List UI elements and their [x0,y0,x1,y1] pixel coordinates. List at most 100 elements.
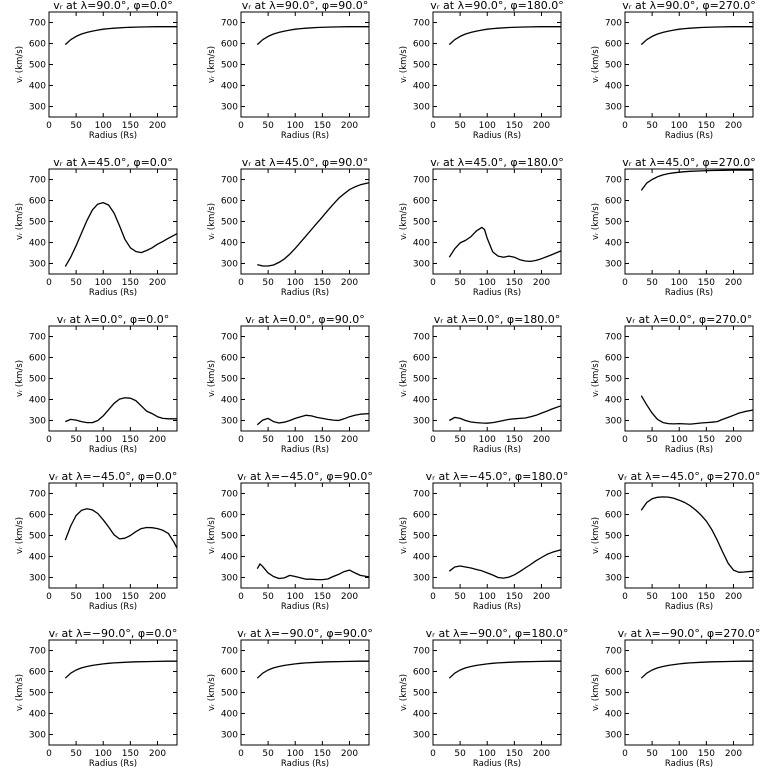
y-axis-label: vᵣ (km/s) [15,517,25,554]
x-tick-label: 100 [479,749,496,759]
panel-1: vᵣ at λ=90.0°, φ=0.0° 0 50 100 150 200 300 400 5… [15,0,178,141]
y-axis-label: vᵣ (km/s) [399,46,409,83]
x-tick-label: 100 [95,435,112,445]
x-tick-label: 0 [238,592,244,602]
series-line [448,26,561,46]
y-tick-label: 400 [29,710,46,720]
x-tick-label: 0 [46,278,52,288]
y-tick-label: 500 [221,61,238,71]
y-tick-label: 300 [221,103,238,113]
x-tick-label: 200 [149,278,166,288]
y-tick-label: 700 [221,490,238,500]
y-tick-label: 600 [413,197,430,207]
plot-frame [48,482,178,589]
x-tick-label: 50 [454,121,466,131]
y-axis-label: vᵣ (km/s) [399,203,409,240]
y-tick-label: 600 [413,511,430,521]
x-tick-label: 150 [314,278,331,288]
y-axis-label: vᵣ (km/s) [207,517,217,554]
panel-12: vᵣ at λ=0.0°, φ=270.0° 0 50 100 150 200 300 400… [591,313,754,455]
panel-15: vᵣ at λ=−45.0°, φ=180.0° 0 50 100 150 200 300 4… [399,470,568,612]
x-axis-label: Radius (Rs) [89,759,137,768]
y-tick-label: 500 [29,218,46,228]
plot-frame [624,639,754,746]
x-tick-label: 100 [479,278,496,288]
x-tick-label: 150 [314,592,331,602]
plot-frame [240,168,370,275]
panel-8: vᵣ at λ=45.0°, φ=270.0° 0 50 100 150 200 300 40… [591,156,756,298]
y-tick-label: 300 [221,574,238,584]
y-tick-label: 600 [221,197,238,207]
panel-title: vᵣ at λ=45.0°, φ=0.0° [53,156,173,169]
x-tick-label: 50 [70,121,82,131]
x-tick-label: 50 [646,121,658,131]
panel-title: vᵣ at λ=45.0°, φ=180.0° [430,156,564,169]
y-tick-label: 500 [605,218,622,228]
x-tick-label: 150 [698,278,715,288]
y-tick-label: 300 [605,731,622,741]
panel-title: vᵣ at λ=0.0°, φ=270.0° [626,313,753,326]
x-tick-label: 200 [149,435,166,445]
y-tick-label: 300 [29,260,46,270]
y-tick-label: 700 [29,19,46,29]
y-tick-label: 500 [605,375,622,385]
y-tick-label: 500 [29,375,46,385]
x-tick-label: 150 [314,121,331,131]
y-tick-label: 300 [605,417,622,427]
x-tick-label: 50 [646,749,658,759]
y-tick-label: 400 [605,396,622,406]
x-tick-label: 50 [70,749,82,759]
y-tick-label: 700 [605,333,622,343]
y-tick-label: 400 [413,553,430,563]
x-axis-label: Radius (Rs) [89,602,137,612]
x-tick-label: 150 [506,435,523,445]
x-tick-label: 200 [341,592,358,602]
x-tick-label: 150 [122,592,139,602]
panel-13: vᵣ at λ=−45.0°, φ=0.0° 0 50 100 150 200 300 400… [15,470,178,612]
y-tick-label: 700 [221,647,238,657]
x-tick-label: 150 [698,121,715,131]
x-tick-label: 100 [671,749,688,759]
series-line [257,182,370,267]
panel-title: vᵣ at λ=90.0°, φ=270.0° [622,0,756,12]
y-tick-label: 500 [29,532,46,542]
series-line [448,660,561,679]
x-tick-label: 50 [262,749,274,759]
x-axis-label: Radius (Rs) [89,445,137,455]
y-tick-label: 300 [413,260,430,270]
y-axis-label: vᵣ (km/s) [591,360,601,397]
y-axis-label: vᵣ (km/s) [591,674,601,711]
x-tick-label: 150 [506,278,523,288]
x-tick-label: 100 [95,278,112,288]
x-axis-label: Radius (Rs) [665,445,713,455]
y-tick-label: 400 [29,82,46,92]
x-tick-label: 100 [479,121,496,131]
x-tick-label: 50 [646,592,658,602]
y-tick-label: 300 [605,574,622,584]
panel-title: vᵣ at λ=−90.0°, φ=90.0° [237,627,373,640]
y-tick-label: 400 [413,396,430,406]
x-tick-label: 200 [533,278,550,288]
y-tick-label: 300 [605,260,622,270]
y-tick-label: 700 [605,647,622,657]
y-tick-label: 600 [29,668,46,678]
y-tick-label: 700 [605,490,622,500]
series-line [448,226,562,263]
x-tick-label: 200 [341,749,358,759]
x-tick-label: 50 [454,278,466,288]
y-axis-label: vᵣ (km/s) [15,674,25,711]
series-line [640,395,754,425]
x-tick-label: 0 [430,121,436,131]
panel-5: vᵣ at λ=45.0°, φ=0.0° 0 50 100 150 200 300 400 5… [15,156,178,298]
x-tick-label: 200 [725,592,742,602]
x-tick-label: 0 [622,278,628,288]
x-tick-label: 150 [698,592,715,602]
plot-frame [624,168,754,275]
y-tick-label: 400 [221,553,238,563]
x-tick-label: 50 [262,435,274,445]
panel-9: vᵣ at λ=0.0°, φ=0.0° 0 50 100 150 200 300 400 50… [15,313,178,455]
series-line [640,26,753,46]
x-tick-label: 150 [506,749,523,759]
y-tick-label: 700 [29,333,46,343]
y-tick-label: 400 [221,82,238,92]
